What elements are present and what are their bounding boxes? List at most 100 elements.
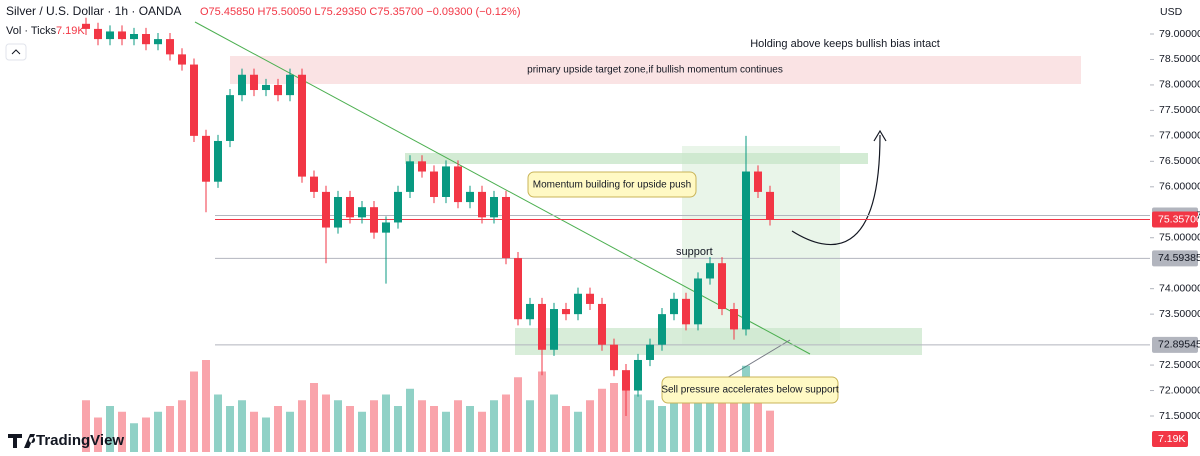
candle-body xyxy=(262,84,270,91)
candle-body xyxy=(718,263,726,310)
level-badge xyxy=(1152,336,1198,353)
volume-badge-label: 7.19K xyxy=(1158,433,1185,445)
callout-box xyxy=(527,171,697,198)
volume-bar xyxy=(154,411,162,452)
volume-bar xyxy=(442,411,450,452)
level-badge xyxy=(1152,250,1198,267)
volume-bar xyxy=(370,400,378,452)
volume-bar xyxy=(250,411,258,452)
volume-bar xyxy=(706,383,714,452)
volume-bar xyxy=(454,400,462,452)
volume-bar xyxy=(670,388,678,452)
volume-bar xyxy=(586,400,594,452)
resistance-zone xyxy=(405,153,868,164)
volume-bar xyxy=(130,423,138,452)
candles xyxy=(82,17,774,416)
volume-bar xyxy=(502,394,510,452)
volume-bar xyxy=(274,406,282,452)
volume-bar xyxy=(178,400,186,452)
candle-body xyxy=(214,140,222,182)
volume-bar xyxy=(658,406,666,452)
volume-bar xyxy=(106,406,114,452)
callout-line xyxy=(719,339,791,383)
candle-body xyxy=(370,207,378,233)
annotation: Momentum building for upside push xyxy=(533,180,691,191)
volume-bar xyxy=(226,406,234,452)
annotation: Sell pressure accelerates below support xyxy=(661,385,839,396)
candle-body xyxy=(538,303,546,350)
volume-bar xyxy=(346,406,354,452)
candle-body xyxy=(526,303,534,320)
level-badge xyxy=(1152,211,1198,228)
volume-title: Vol · Ticks xyxy=(6,25,57,37)
candle-body xyxy=(610,344,618,371)
candle-body xyxy=(454,166,462,203)
trendline xyxy=(194,21,811,355)
candle-body xyxy=(670,298,678,315)
y-tick-label: 76.50000 xyxy=(1159,155,1200,167)
price-axis-labels: 79.00000 78.50000 78.00000 77.50000 77.00000… xyxy=(1150,28,1200,447)
drawings xyxy=(194,21,1081,383)
candle-body xyxy=(190,64,198,136)
price-axis xyxy=(1150,0,1200,456)
volume-bar xyxy=(742,365,750,452)
candle-body xyxy=(154,39,162,45)
candle-body xyxy=(502,196,510,259)
volume-bar xyxy=(490,400,498,452)
volume-value: 7.19K xyxy=(56,25,85,37)
candle-body xyxy=(478,191,486,218)
callout-box xyxy=(661,376,839,404)
candle-body xyxy=(394,191,402,223)
y-tick-label: 73.50000 xyxy=(1159,308,1200,320)
volume-bar xyxy=(514,377,522,452)
candle-body xyxy=(766,191,774,220)
volume-bar xyxy=(190,371,198,452)
y-tick-label: 77.50000 xyxy=(1159,104,1200,116)
y-tick-label: 79.00000 xyxy=(1159,28,1200,40)
annotation: primary upside target zone,if bullish mo… xyxy=(527,65,783,76)
candle-body xyxy=(442,166,450,197)
currency: USD xyxy=(1160,6,1183,18)
candle-body xyxy=(742,171,750,330)
level-label: 74.59385 xyxy=(1158,252,1200,264)
volume-bar xyxy=(310,383,318,452)
candle-body xyxy=(706,263,714,279)
candle-body xyxy=(82,23,90,29)
volume-bar xyxy=(754,400,762,452)
candle-body xyxy=(130,34,138,40)
volume-bar xyxy=(730,394,738,452)
candle-body xyxy=(274,84,282,96)
candle-body xyxy=(430,171,438,197)
volume-bar xyxy=(466,406,474,452)
volume-bar xyxy=(598,388,606,452)
y-tick-label: 74.00000 xyxy=(1159,282,1200,294)
collapse-button[interactable] xyxy=(5,43,27,61)
volume-bar xyxy=(322,394,330,452)
candle-body xyxy=(238,74,246,96)
annotation: support xyxy=(676,246,713,258)
candle-body xyxy=(622,370,630,391)
volume-bar xyxy=(430,406,438,452)
y-tick-label: 78.50000 xyxy=(1159,53,1200,65)
volume-bar xyxy=(382,394,390,452)
volume-bar xyxy=(214,394,222,452)
candle-body xyxy=(382,222,390,233)
level-label: 72.89545 xyxy=(1158,339,1200,351)
y-tick-label: 78.00000 xyxy=(1159,79,1200,91)
candle-body xyxy=(286,74,294,96)
volume-bar xyxy=(298,400,306,452)
volume-bar xyxy=(682,400,690,452)
volume-bar xyxy=(358,411,366,452)
candle-body xyxy=(298,74,306,177)
candle-body xyxy=(694,278,702,325)
volume-bar xyxy=(82,400,90,452)
candle-body xyxy=(166,39,174,55)
annotation: Holding above keeps bullish bias intact xyxy=(750,38,940,50)
candle-body xyxy=(514,258,522,320)
support-zone xyxy=(515,328,922,355)
volume-bar xyxy=(646,400,654,452)
candle-body xyxy=(754,171,762,192)
candle-body xyxy=(658,314,666,345)
volume-bar xyxy=(94,417,102,452)
